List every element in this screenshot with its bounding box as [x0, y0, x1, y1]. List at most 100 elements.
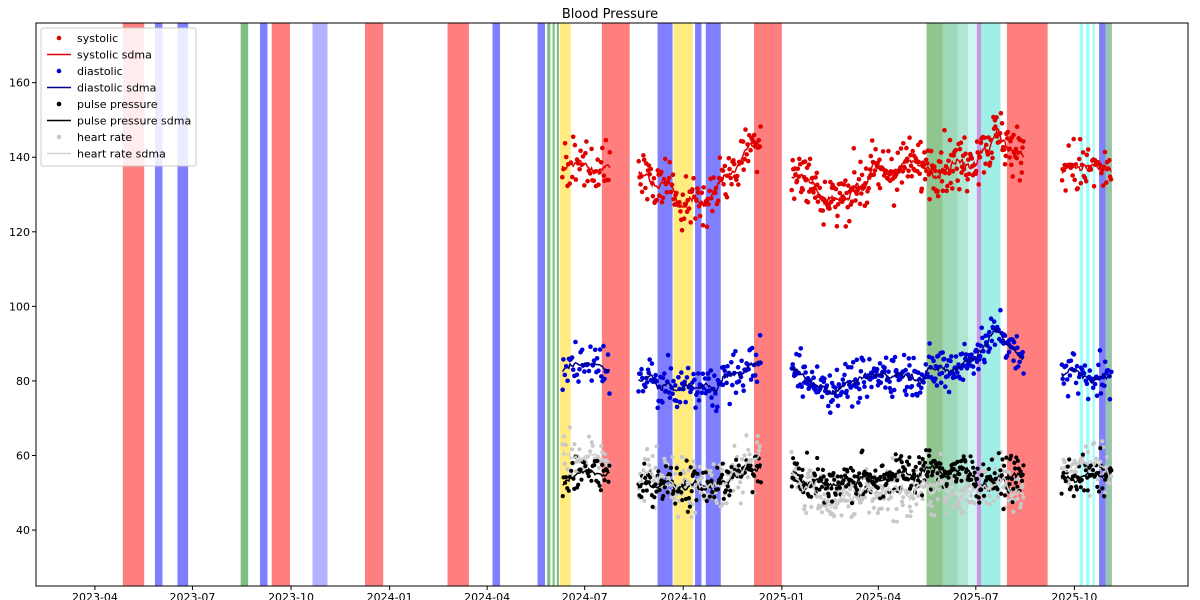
systolic-point [732, 161, 737, 167]
diastolic-point [790, 362, 795, 367]
diastolic-point [891, 358, 896, 364]
heart-rate-point [1103, 490, 1108, 495]
diastolic-point [911, 355, 916, 361]
heart-rate-point [676, 514, 681, 520]
pulse-pressure-point [1065, 464, 1070, 469]
heart-rate-point [867, 510, 872, 515]
diastolic-point [904, 384, 910, 390]
heart-rate-point [738, 480, 743, 485]
highlight-band [926, 23, 943, 586]
systolic-point [922, 176, 928, 182]
heart-rate-point [894, 519, 900, 524]
systolic-point [688, 220, 693, 225]
pulse-pressure-point [916, 455, 922, 460]
highlight-band [1105, 23, 1112, 586]
systolic-point [563, 154, 569, 160]
systolic-point [711, 175, 716, 180]
heart-rate-point [802, 504, 807, 509]
systolic-point [845, 204, 850, 210]
heart-rate-point [720, 501, 726, 506]
heart-rate-point [746, 447, 751, 452]
diastolic-point [921, 380, 926, 385]
heart-rate-point [590, 443, 595, 448]
pulse-pressure-point [1069, 485, 1074, 490]
systolic-point [668, 189, 674, 195]
systolic-point [572, 142, 578, 148]
diastolic-point [800, 394, 806, 399]
pulse-pressure-point [570, 460, 575, 466]
diastolic-point [877, 361, 883, 366]
heart-rate-point [905, 513, 910, 519]
legend-marker-heart-rate [56, 134, 62, 140]
heart-rate-point [1018, 505, 1023, 510]
systolic-point [869, 138, 875, 143]
pulse-pressure-point [957, 472, 962, 477]
pulse-pressure-point [794, 461, 800, 466]
diastolic-point [1068, 358, 1074, 364]
systolic-point [1017, 178, 1023, 183]
systolic-point [748, 147, 753, 153]
diastolic-sdma-line [1061, 367, 1113, 385]
y-tick-label: 140 [9, 151, 30, 164]
diastolic-point [570, 367, 576, 373]
diastolic-point [953, 354, 959, 359]
pulse-pressure-point [969, 477, 974, 482]
heart-rate-point [711, 462, 716, 467]
systolic-point [997, 139, 1002, 145]
systolic-point [790, 157, 795, 163]
systolic-point [671, 197, 676, 202]
diastolic-point [1107, 396, 1113, 402]
systolic-point [868, 153, 874, 159]
pulse-pressure-point [928, 487, 933, 492]
systolic-point [715, 198, 721, 203]
pulse-pressure-point [1015, 458, 1021, 463]
heart-rate-point [757, 444, 762, 449]
pulse-pressure-point [961, 454, 966, 459]
systolic-point [655, 168, 661, 173]
highlight-band [657, 23, 673, 586]
diastolic-point [682, 379, 687, 385]
pulse-pressure-point [606, 479, 611, 484]
diastolic-point [989, 338, 995, 344]
legend-label-diastolic-sdma: diastolic sdma [77, 82, 156, 95]
heart-rate-point [588, 449, 593, 454]
diastolic-point [689, 386, 694, 392]
diastolic-point [960, 351, 965, 357]
pulse-pressure-point [642, 461, 647, 466]
systolic-point [589, 146, 594, 152]
y-tick-label: 40 [16, 524, 30, 537]
pulse-pressure-point [726, 470, 731, 475]
diastolic-point [819, 394, 825, 400]
heart-rate-point [1108, 481, 1113, 486]
systolic-point [1059, 178, 1065, 183]
diastolic-point [892, 354, 898, 360]
heart-rate-point [672, 496, 677, 501]
pulse-pressure-point [1012, 460, 1017, 465]
pulse-pressure-point [999, 491, 1004, 496]
pulse-pressure-point [1007, 482, 1012, 487]
diastolic-point [856, 400, 861, 405]
diastolic-point [943, 384, 948, 390]
legend[interactable]: systolic systolic sdma diastolic diastolic … [40, 27, 197, 167]
highlight-band [547, 23, 551, 586]
systolic-point [670, 172, 676, 177]
pulse-pressure-point [968, 454, 973, 459]
pulse-pressure-point [1008, 457, 1013, 462]
pulse-pressure-point [710, 489, 715, 495]
pulse-pressure-point [734, 457, 739, 462]
pulse-pressure-point [860, 448, 865, 453]
diastolic-point [988, 316, 994, 322]
diastolic-point [749, 345, 755, 351]
heart-rate-point [1001, 485, 1006, 490]
highlight-band [556, 23, 559, 586]
diastolic-point [822, 376, 827, 382]
systolic-point [994, 115, 999, 120]
systolic-point [657, 193, 662, 198]
highlight-band [601, 23, 630, 586]
heart-rate-point [739, 457, 745, 462]
heart-rate-point [1001, 469, 1007, 474]
systolic-point [1063, 188, 1068, 193]
diastolic-point [666, 390, 672, 395]
heart-rate-point [1072, 458, 1077, 463]
